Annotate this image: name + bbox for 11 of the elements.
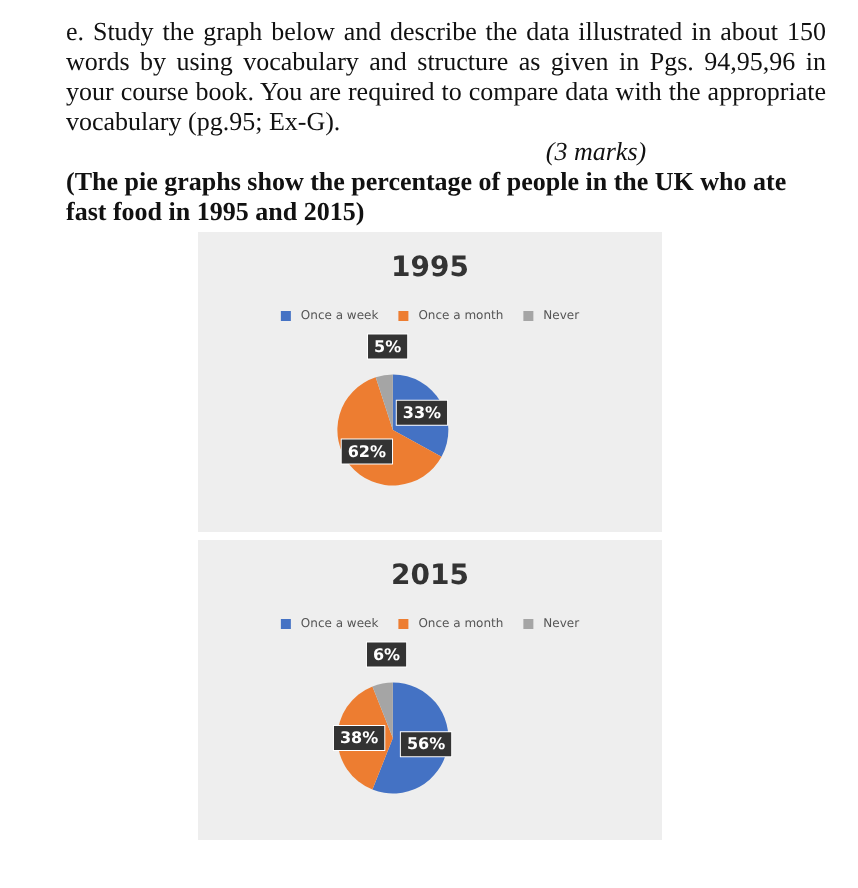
text: e. Study the graph below and describe the data illustrated in about 150 words by using vocabulary and structure as given in Pgs. 94,95,96 in your course book. You are required to compare data with the appropriate vocabulary (pg.95; Ex-G). bbox=[66, 16, 826, 136]
data-label: 62% bbox=[347, 442, 387, 461]
text: (The pie graphs show the percentage of people in the UK who ate fast food in 1995 and 2015) bbox=[66, 166, 789, 226]
data-label: 56% bbox=[406, 735, 446, 754]
data-label: 6% bbox=[372, 645, 401, 664]
data-label: 38% bbox=[339, 729, 379, 747]
chart-title: 1995 bbox=[391, 252, 469, 284]
chart-title: 2015 bbox=[391, 560, 469, 592]
text: (3 marks) bbox=[543, 136, 649, 166]
data-label: 5% bbox=[374, 337, 402, 356]
data-label: 33% bbox=[402, 403, 442, 422]
